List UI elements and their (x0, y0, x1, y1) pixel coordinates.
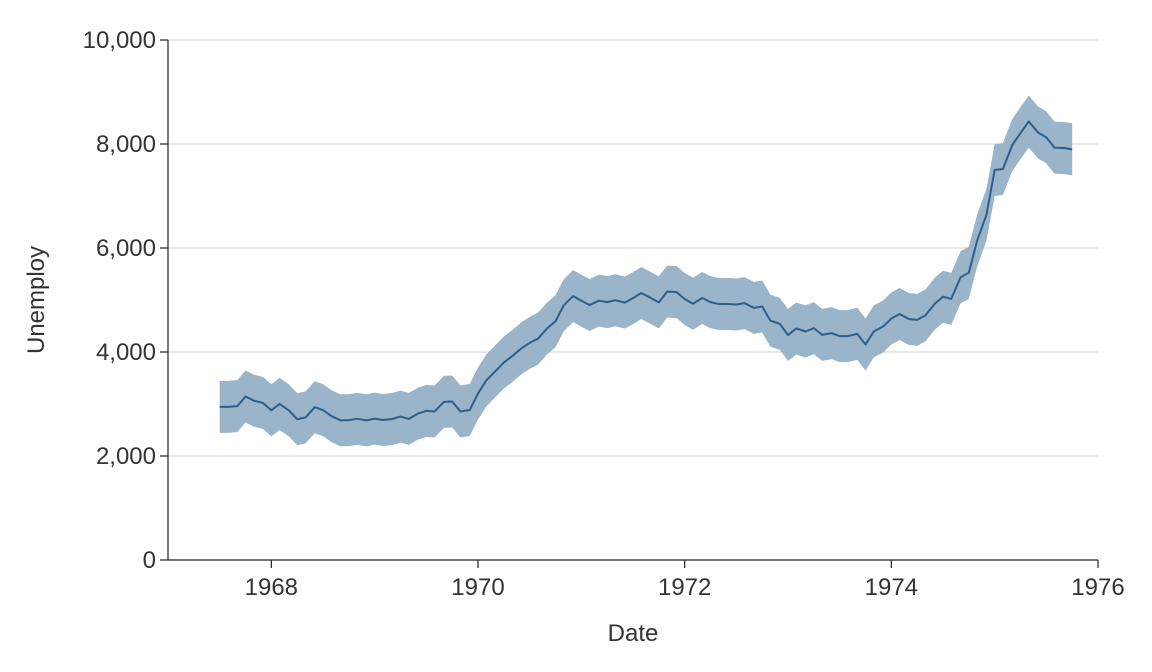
confidence-band-layer (219, 95, 1073, 447)
y-tick-label-2000: 2,000 (96, 443, 156, 470)
y-axis-title: Unemploy (23, 246, 50, 354)
x-tick-label-1970: 1970 (451, 574, 504, 601)
y-tick-label-10000: 10,000 (83, 27, 156, 54)
x-axis-title: Date (608, 620, 659, 647)
gridlines (168, 39, 1098, 457)
x-tick-label-1972: 1972 (658, 574, 711, 601)
confidence-band (219, 95, 1073, 447)
axes (167, 40, 1098, 561)
x-tick-label-1976: 1976 (1071, 574, 1124, 601)
y-tick-label-8000: 8,000 (96, 131, 156, 158)
unemploy-line (219, 120, 1073, 422)
x-axis-ticks: 1968 1970 1972 1974 1976 (245, 560, 1125, 601)
y-tick-label-6000: 6,000 (96, 235, 156, 262)
x-tick-label-1968: 1968 (245, 574, 298, 601)
y-axis-ticks: 0 2,000 4,000 6,000 8,000 10,000 (83, 27, 168, 574)
y-tick-label-4000: 4,000 (96, 339, 156, 366)
series-line-layer (219, 120, 1073, 422)
x-tick-label-1974: 1974 (865, 574, 918, 601)
y-tick-label-0: 0 (143, 547, 156, 574)
